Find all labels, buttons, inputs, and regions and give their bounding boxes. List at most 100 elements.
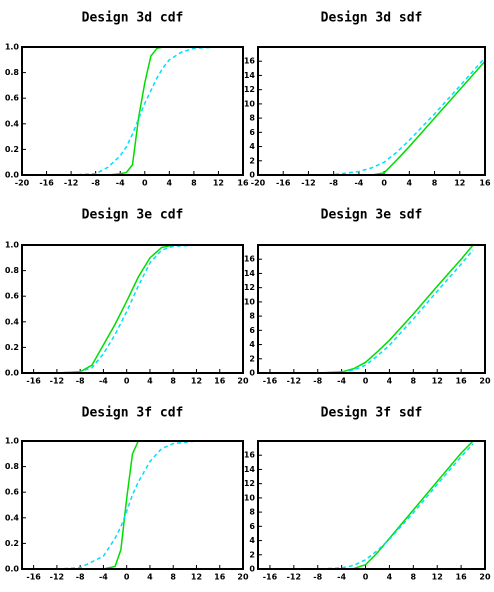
- x-tick-label: -16: [26, 573, 41, 582]
- chart-title: Design 3e cdf: [82, 208, 184, 223]
- y-tick-label: 0.6: [5, 292, 20, 301]
- y-tick-label: 10: [244, 99, 256, 108]
- y-tick-label: 1.0: [5, 437, 20, 446]
- x-tick-label: -16: [26, 377, 41, 386]
- y-tick-label: 2: [249, 354, 255, 363]
- chart-title: Design 3f cdf: [82, 406, 184, 421]
- x-tick-label: 12: [454, 179, 465, 188]
- y-tick-label: 4: [249, 536, 255, 545]
- x-tick-label: -8: [76, 573, 85, 582]
- x-tick-label: 12: [432, 377, 443, 386]
- x-tick-label: 8: [170, 377, 176, 386]
- x-tick-label: -16: [263, 573, 278, 582]
- series-line: [258, 57, 486, 176]
- chart-title: Design 3f sdf: [321, 406, 423, 421]
- y-tick-label: 0: [249, 171, 255, 180]
- x-tick-label: 4: [407, 179, 413, 188]
- x-tick-label: 8: [411, 573, 417, 582]
- x-tick-label: -4: [337, 377, 346, 386]
- x-tick-label: 0: [381, 179, 387, 188]
- x-tick-label: 0: [363, 377, 369, 386]
- y-tick-label: 0.8: [5, 68, 20, 77]
- y-tick-label: 0.0: [5, 171, 20, 180]
- chart-title: Design 3e sdf: [321, 208, 423, 223]
- x-tick-label: -12: [50, 573, 64, 582]
- plot-frame: [257, 440, 486, 570]
- y-tick-label: 1.0: [5, 43, 20, 52]
- y-tick-label: 0.2: [5, 343, 19, 352]
- plot-frame: [21, 46, 244, 176]
- y-tick-label: 0.8: [5, 266, 20, 275]
- x-tick-label: -16: [39, 179, 54, 188]
- y-tick-label: 8: [249, 312, 255, 321]
- series-line: [258, 60, 486, 176]
- x-tick-label: 8: [411, 377, 417, 386]
- x-tick-label: -12: [301, 179, 315, 188]
- y-tick-label: 8: [249, 114, 255, 123]
- x-tick-label: -8: [313, 377, 322, 386]
- plot-frame: [257, 244, 486, 374]
- y-tick-label: 16: [244, 451, 256, 460]
- y-tick-label: 0: [249, 369, 255, 378]
- x-tick-label: -12: [287, 377, 301, 386]
- chart-title: Design 3d cdf: [82, 11, 184, 26]
- y-tick-label: 0.2: [5, 145, 19, 154]
- y-tick-label: 0.6: [5, 488, 20, 497]
- x-tick-label: -8: [329, 179, 338, 188]
- y-tick-label: 12: [244, 283, 255, 292]
- y-tick-label: 10: [244, 297, 256, 306]
- y-tick-label: 0.2: [5, 539, 19, 548]
- y-tick-label: 4: [249, 340, 255, 349]
- x-tick-label: -8: [76, 377, 85, 386]
- x-tick-label: 8: [191, 179, 197, 188]
- y-tick-label: 0: [249, 565, 255, 574]
- x-tick-label: 4: [167, 179, 173, 188]
- y-tick-label: 16: [244, 57, 256, 66]
- y-tick-label: 0.4: [5, 317, 20, 326]
- x-tick-label: 4: [387, 377, 393, 386]
- y-tick-label: 8: [249, 508, 255, 517]
- y-tick-label: 12: [244, 85, 255, 94]
- y-tick-label: 6: [249, 128, 255, 137]
- x-tick-label: 0: [142, 179, 148, 188]
- chart-title: Design 3d sdf: [321, 11, 423, 26]
- x-tick-label: 12: [432, 573, 443, 582]
- y-tick-label: 0.0: [5, 565, 20, 574]
- x-tick-label: 4: [387, 573, 393, 582]
- y-tick-label: 12: [244, 479, 255, 488]
- x-tick-label: 20: [479, 573, 491, 582]
- x-tick-label: -8: [313, 573, 322, 582]
- y-tick-label: 10: [244, 493, 256, 502]
- x-tick-label: 16: [214, 377, 226, 386]
- y-tick-label: 1.0: [5, 241, 20, 250]
- x-tick-label: -16: [276, 179, 291, 188]
- series-line: [258, 244, 474, 374]
- x-tick-label: 16: [479, 179, 491, 188]
- series-line: [22, 244, 220, 374]
- y-tick-label: 6: [249, 326, 255, 335]
- series-line: [22, 440, 220, 570]
- x-tick-label: 8: [170, 573, 176, 582]
- x-tick-label: 16: [237, 179, 249, 188]
- x-tick-label: 20: [237, 377, 249, 386]
- x-tick-label: 12: [191, 573, 202, 582]
- y-tick-label: 14: [244, 269, 256, 278]
- plot-frame: [21, 244, 244, 374]
- x-tick-label: 16: [214, 573, 226, 582]
- y-tick-label: 0.6: [5, 94, 20, 103]
- x-tick-label: -20: [251, 179, 266, 188]
- x-tick-label: 16: [456, 573, 468, 582]
- y-tick-label: 6: [249, 522, 255, 531]
- series-line: [258, 249, 474, 374]
- x-tick-label: -4: [337, 573, 346, 582]
- x-tick-label: -4: [116, 179, 125, 188]
- x-tick-label: 4: [147, 377, 153, 386]
- y-tick-label: 16: [244, 255, 256, 264]
- x-tick-label: -12: [287, 573, 301, 582]
- x-tick-label: 12: [213, 179, 224, 188]
- x-tick-label: -4: [99, 377, 108, 386]
- x-tick-label: -12: [50, 377, 64, 386]
- y-tick-label: 2: [249, 550, 255, 559]
- y-tick-label: 0.4: [5, 513, 20, 522]
- series-line: [258, 440, 474, 570]
